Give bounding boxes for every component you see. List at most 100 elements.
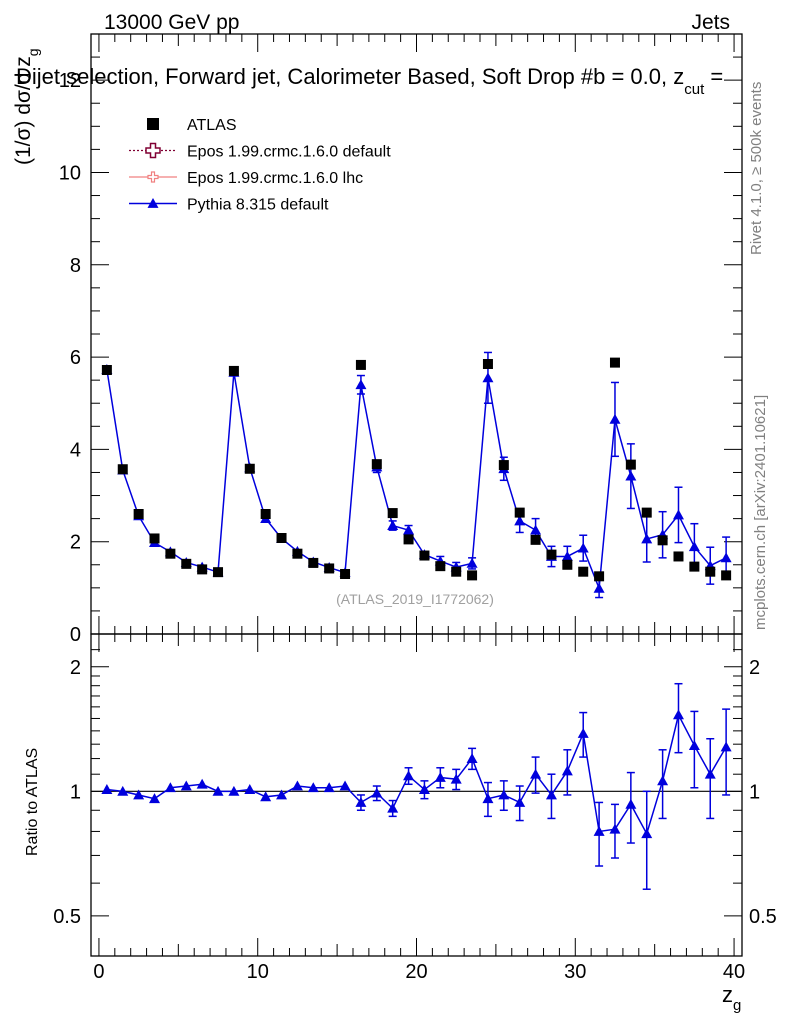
pythia-ratio-point: [482, 793, 494, 804]
y-tick-label-main: 4: [70, 439, 81, 461]
y-tick-label-main: 8: [70, 255, 81, 277]
pythia-point: [720, 552, 732, 563]
atlas-data-point: [705, 566, 716, 577]
atlas-data-point: [117, 464, 128, 475]
y-tick-label-main: 2: [70, 532, 81, 554]
x-tick-label: 0: [93, 961, 104, 983]
pythia-ratio-point: [466, 753, 478, 763]
atlas-data-point: [467, 570, 478, 581]
atlas-data-point: [228, 365, 239, 376]
plot-title-tail: =: [704, 64, 723, 89]
pythia-point: [403, 524, 415, 535]
pythia-ratio-point: [561, 765, 573, 776]
analysis-watermark: (ATLAS_2019_I1772062): [336, 591, 494, 607]
legend-entry-pythia: Pythia 8.315 default: [129, 197, 329, 214]
pythia-point: [514, 515, 526, 526]
y-tick-label-ratio-right: 0.5: [749, 906, 777, 928]
y-tick-label-main: 12: [59, 70, 81, 92]
pythia-ratio-point: [418, 784, 430, 794]
pythia-ratio-point: [672, 709, 684, 720]
pythia-ratio-point: [212, 785, 224, 796]
pythia-ratio-point: [530, 768, 542, 779]
pythia-ratio-point: [403, 770, 415, 781]
pythia-ratio-point: [355, 796, 367, 807]
y-tick-label-ratio: 2: [70, 657, 81, 679]
pythia-ratio-point: [704, 768, 716, 779]
atlas-data-point: [133, 509, 144, 519]
pythia-point: [482, 372, 494, 383]
pythia-line: [106, 369, 727, 589]
pythia-point: [466, 557, 478, 568]
x-tick-labels: 0 10 20 30 40: [93, 961, 745, 983]
atlas-data-point: [355, 359, 366, 370]
pythia-ratio-point: [228, 785, 240, 796]
atlas-data-point: [514, 507, 525, 518]
pythia-ratio-point: [101, 784, 113, 794]
atlas-data-point: [419, 550, 430, 561]
pythia-point: [355, 379, 367, 390]
legend-label: Epos 1.99.crmc.1.6.0 lhc: [187, 170, 363, 187]
pythia-ratio-point: [387, 802, 399, 813]
pythia-ratio-point: [625, 798, 637, 809]
legend-entry-epos_default: Epos 1.99.crmc.1.6.0 default: [129, 142, 391, 161]
legend-entry-data: ATLAS: [147, 117, 237, 134]
atlas-data-point: [673, 551, 684, 562]
pythia-point: [609, 413, 621, 424]
pythia-ratio-line: [106, 712, 727, 836]
pythia-ratio-point: [545, 789, 557, 800]
pythia-ratio-point: [339, 780, 351, 791]
pythia-ratio-point: [291, 780, 303, 791]
atlas-data-point: [609, 357, 620, 368]
pythia-ratio-point: [196, 778, 208, 789]
side-text-rivet: Rivet 4.1.0, ≥ 500k events: [748, 82, 765, 255]
pythia-ratio-point: [276, 789, 288, 800]
pythia-ratio-point: [164, 782, 176, 793]
pythia-point: [593, 582, 605, 593]
legend: ATLAS Epos 1.99.crmc.1.6.0 default Epos 1.…: [129, 117, 391, 214]
atlas-data-point: [101, 365, 112, 375]
y-axis-label-main: (1/σ) dσ/d zg: [12, 48, 41, 165]
atlas-data-point: [324, 563, 335, 574]
legend-label: Epos 1.99.crmc.1.6.0 default: [187, 144, 391, 161]
plot-title: Dijet selection, Forward jet, Calorimete…: [16, 64, 723, 98]
pythia-ratio-point: [133, 789, 145, 800]
pythia-ratio-point: [307, 782, 319, 793]
pythia-point: [387, 520, 399, 530]
x-axis-label: zg: [722, 982, 741, 1014]
pythia-ratio-point: [117, 785, 129, 796]
pythia-ratio-point: [260, 791, 272, 802]
atlas-data-point: [641, 507, 652, 518]
pythia-point: [641, 533, 653, 544]
atlas-data-point: [403, 534, 414, 545]
legend-marker: [147, 118, 159, 130]
atlas-data-point: [244, 463, 255, 474]
legend-marker: [147, 198, 159, 208]
main-plot-marks: [101, 351, 732, 599]
x-axis-label-text: z: [722, 982, 733, 1007]
pythia-point: [625, 470, 637, 481]
legend-label: Pythia 8.315 default: [187, 197, 329, 214]
ratio-plot-marks: [101, 682, 732, 890]
y-tick-label-ratio: 0.5: [53, 906, 81, 928]
atlas-data-point: [435, 561, 446, 572]
atlas-data-point: [578, 566, 589, 577]
side-text-mcplots: mcplots.cern.ch [arXiv:2401.10621]: [752, 395, 769, 630]
atlas-data-point: [657, 535, 668, 546]
pythia-ratio-point: [514, 796, 526, 807]
legend-marker: [147, 171, 159, 183]
pythia-point: [530, 524, 542, 535]
y-tick-label-ratio-right: 1: [749, 781, 760, 803]
atlas-data-point: [197, 564, 208, 575]
plot-title-main: Dijet selection, Forward jet, Calorimete…: [16, 64, 684, 89]
atlas-data-point: [276, 533, 287, 543]
atlas-data-point: [387, 508, 398, 519]
pythia-ratio-point: [593, 825, 605, 836]
pythia-ratio-point: [450, 773, 462, 784]
pythia-ratio-point: [244, 784, 256, 794]
atlas-data-point: [530, 534, 541, 545]
pythia-point: [688, 541, 700, 552]
y-axis-label-main-sub: g: [25, 48, 41, 56]
atlas-data-point: [721, 570, 732, 581]
